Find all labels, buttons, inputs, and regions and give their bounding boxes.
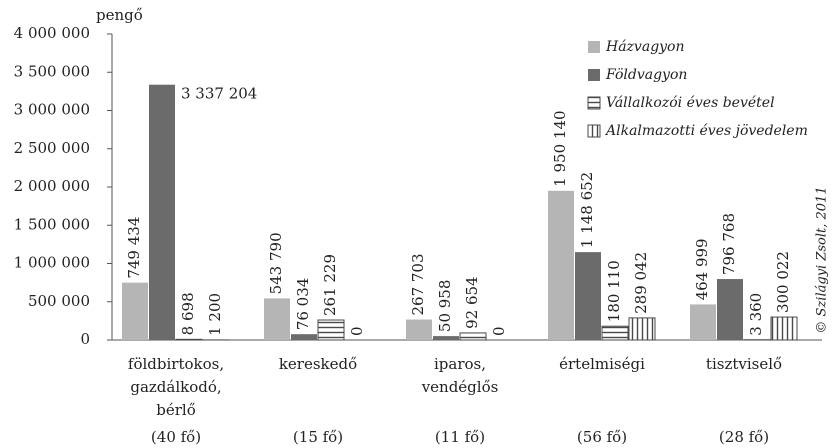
y-tick-label: 1 000 000 xyxy=(14,254,90,272)
y-tick-label: 3 000 000 xyxy=(14,101,90,119)
bar xyxy=(690,304,716,340)
legend-swatch xyxy=(588,69,600,81)
data-label: 796 768 xyxy=(720,213,738,275)
legend-label: Alkalmazotti éves jövedelem xyxy=(604,123,808,139)
y-tick-label: 0 xyxy=(80,330,90,348)
data-label: 76 034 xyxy=(294,278,312,331)
legend-swatch xyxy=(588,41,600,53)
bar xyxy=(291,334,317,340)
bar xyxy=(122,282,148,340)
bar xyxy=(717,279,743,340)
bar xyxy=(175,338,203,341)
data-label: 180 110 xyxy=(605,260,623,322)
legend-label: Földvagyon xyxy=(605,67,687,83)
category-count: (15 fő) xyxy=(293,428,343,446)
x-tick-label: gazdálkodó, xyxy=(130,378,221,396)
x-tick-label: földbirtokos, xyxy=(128,355,224,373)
bar xyxy=(149,84,175,341)
y-tick-label: 2 500 000 xyxy=(14,139,90,157)
data-label: 300 022 xyxy=(774,251,792,313)
bar xyxy=(264,298,290,340)
copyright: © Szilágyi Zsolt, 2011 xyxy=(815,186,830,333)
data-label: 267 703 xyxy=(409,253,427,315)
y-axis-label: pengő xyxy=(96,6,143,24)
legend-label: Vállalkozói éves bevétel xyxy=(606,95,775,111)
y-tick-label: 3 500 000 xyxy=(14,62,90,80)
x-tick-label: bérlő xyxy=(156,401,195,419)
bar xyxy=(406,319,432,340)
data-label: 3 360 xyxy=(747,293,765,336)
data-label: 1 148 652 xyxy=(578,172,596,248)
data-label: 8 698 xyxy=(179,292,197,335)
data-label: 261 229 xyxy=(321,254,339,316)
legend-swatch xyxy=(587,96,601,110)
x-tick-label: kereskedő xyxy=(279,355,357,373)
y-tick-label: 4 000 000 xyxy=(14,24,90,42)
category-count: (56 fő) xyxy=(577,428,627,446)
data-label: 1 200 xyxy=(206,293,224,336)
bar xyxy=(317,319,345,341)
x-tick-label: iparos, xyxy=(434,355,486,373)
x-tick-label: vendéglős xyxy=(421,378,499,396)
category-count: (28 fő) xyxy=(719,428,769,446)
y-tick-label: 1 500 000 xyxy=(14,215,90,233)
bar xyxy=(433,336,459,340)
x-tick-label: értelmiségi xyxy=(559,355,645,373)
y-tick-label: 2 000 000 xyxy=(14,177,90,195)
category-count: (11 fő) xyxy=(435,428,485,446)
data-label: 50 958 xyxy=(436,280,454,333)
data-label: 0 xyxy=(348,326,366,336)
data-label: 1 950 140 xyxy=(551,110,569,186)
data-label: 92 654 xyxy=(463,276,481,329)
legend-label: Házvagyon xyxy=(605,39,685,55)
legend-swatch xyxy=(587,124,601,138)
data-label: 0 xyxy=(490,326,508,336)
data-label: 749 434 xyxy=(125,217,143,279)
data-label: 464 999 xyxy=(693,238,711,300)
bar xyxy=(628,317,656,341)
bar xyxy=(459,332,487,341)
y-tick-label: 500 000 xyxy=(28,292,90,310)
category-count: (40 fő) xyxy=(151,428,201,446)
bar xyxy=(548,190,574,340)
bar xyxy=(575,252,601,340)
bar xyxy=(770,316,798,341)
bar xyxy=(601,325,629,341)
data-label: 543 790 xyxy=(267,232,285,294)
data-label: 3 337 204 xyxy=(181,85,257,103)
data-label: 289 042 xyxy=(632,252,650,314)
x-tick-label: tisztviselő xyxy=(706,355,782,373)
